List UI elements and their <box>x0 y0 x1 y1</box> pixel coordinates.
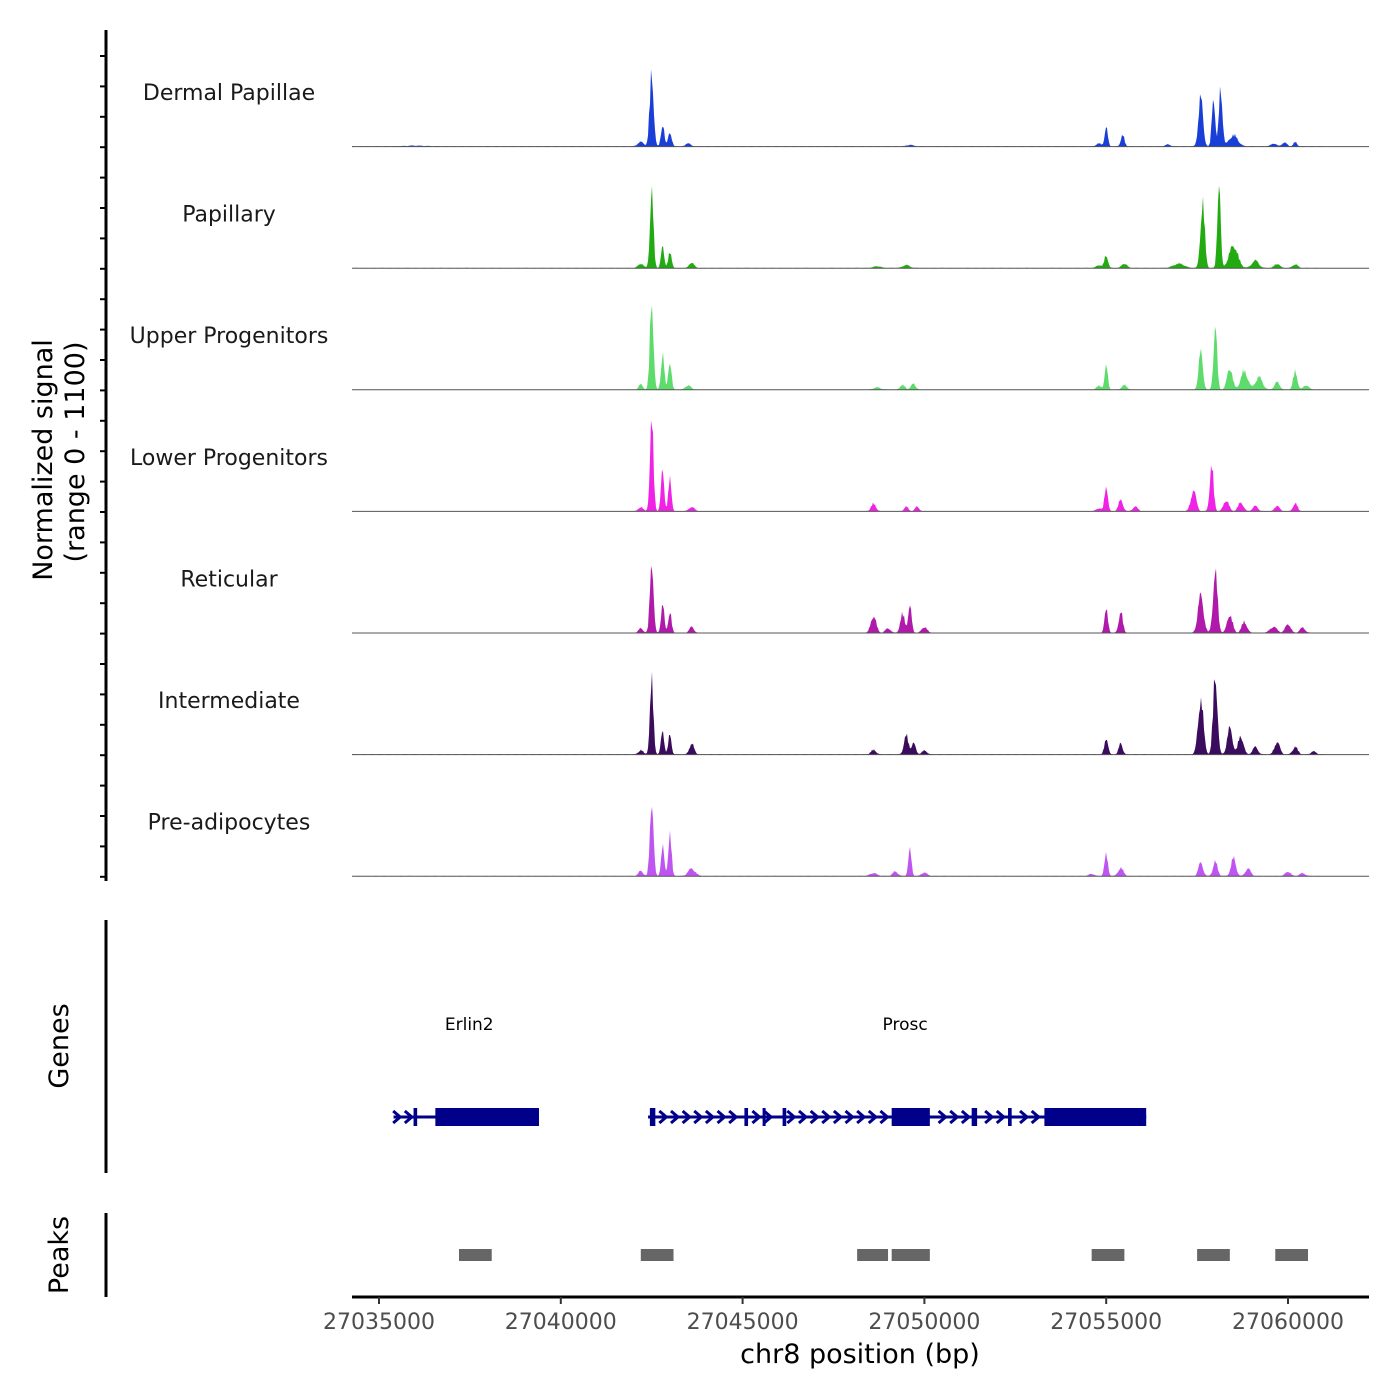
signal-y-axis <box>100 30 108 881</box>
strand-arrow-icon <box>751 1109 762 1125</box>
track-label: Intermediate <box>158 689 300 714</box>
strand-arrow-icon <box>693 1109 704 1125</box>
gene-exon <box>649 1108 656 1126</box>
peaks-panel <box>104 1213 1308 1297</box>
signal-area <box>352 185 1325 269</box>
strand-arrow-icon <box>704 1109 716 1125</box>
strand-arrow-icon <box>856 1109 867 1125</box>
x-tick-label: 27035000 <box>323 1310 435 1335</box>
track-pre-adipocytes: Pre-adipocytes <box>148 806 1369 877</box>
gene-exon <box>413 1108 418 1126</box>
track-intermediate: Intermediate <box>158 671 1369 756</box>
x-tick-label: 27040000 <box>505 1310 617 1335</box>
strand-arrow-icon <box>1019 1109 1030 1125</box>
peak-region <box>1275 1249 1308 1261</box>
strand-arrow-icon <box>681 1109 692 1125</box>
strand-arrow-icon <box>797 1109 809 1125</box>
gene-exon <box>1008 1108 1012 1126</box>
signal-area <box>352 305 1325 390</box>
track-papillary: Papillary <box>182 185 1369 269</box>
gene-exon <box>435 1108 539 1126</box>
gene-label: Erlin2 <box>445 1015 494 1035</box>
y-axis-title-line2: (range 0 - 1100) <box>60 342 91 563</box>
strand-arrow-icon <box>960 1109 972 1125</box>
x-tick-label: 27045000 <box>687 1310 799 1335</box>
peak-region <box>891 1249 930 1261</box>
gene-exon <box>971 1108 978 1126</box>
signal-area <box>352 69 1325 147</box>
strand-arrow-icon <box>879 1109 890 1125</box>
gene-erlin2: Erlin2 <box>392 1015 539 1126</box>
strand-arrow-icon <box>658 1109 669 1125</box>
gene-exon <box>782 1108 787 1126</box>
gene-exon <box>744 1108 749 1126</box>
strand-arrow-icon <box>728 1109 739 1125</box>
strand-arrow-icon <box>832 1109 844 1125</box>
x-tick-label: 27050000 <box>868 1310 980 1335</box>
track-label: Lower Progenitors <box>130 446 328 471</box>
track-dermal-papillae: Dermal Papillae <box>143 69 1369 148</box>
strand-arrow-icon <box>403 1109 415 1125</box>
strand-arrow-icon <box>786 1109 797 1125</box>
strand-arrow-icon <box>821 1109 832 1125</box>
gene-label: Prosc <box>883 1015 928 1035</box>
track-lower-progenitors: Lower Progenitors <box>130 420 1369 512</box>
strand-arrow-icon <box>1030 1109 1041 1125</box>
track-label: Reticular <box>180 567 278 592</box>
peak-region <box>1091 1249 1125 1261</box>
strand-arrow-icon <box>392 1109 403 1125</box>
strand-arrow-icon <box>716 1109 727 1125</box>
strand-arrow-icon <box>937 1109 948 1125</box>
gene-exon <box>1044 1108 1147 1126</box>
strand-arrow-icon <box>984 1109 995 1125</box>
track-label: Papillary <box>182 203 276 228</box>
peak-region <box>857 1249 889 1261</box>
strand-arrow-icon <box>669 1109 681 1125</box>
strand-arrow-icon <box>844 1109 855 1125</box>
signal-area <box>352 671 1325 755</box>
strand-arrow-icon <box>949 1109 960 1125</box>
y-axis-title-line1: Normalized signal <box>28 339 59 581</box>
genes-panel-label: Genes <box>44 1003 75 1088</box>
peak-region <box>1197 1249 1230 1261</box>
track-upper-progenitors: Upper Progenitors <box>130 305 1369 391</box>
strand-arrow-icon <box>763 1109 774 1125</box>
gene-exon <box>891 1108 930 1126</box>
x-axis: 27035000 27040000 27045000 27050000 27055000… <box>323 1295 1369 1335</box>
peak-region <box>458 1249 492 1261</box>
strand-arrow-icon <box>867 1109 879 1125</box>
signal-area <box>352 566 1325 633</box>
peaks-panel-label: Peaks <box>44 1216 75 1294</box>
track-label: Pre-adipocytes <box>148 811 311 836</box>
track-label: Upper Progenitors <box>130 324 329 349</box>
track-reticular: Reticular <box>180 566 1369 634</box>
x-axis-title: chr8 position (bp) <box>740 1339 980 1370</box>
strand-arrow-icon <box>809 1109 820 1125</box>
peak-region <box>640 1249 674 1261</box>
signal-area <box>352 420 1325 512</box>
gene-prosc: Prosc <box>648 1015 1147 1126</box>
signal-tracks: Dermal Papillae Papillary Upper Progenitor… <box>130 69 1369 877</box>
gene-exon <box>762 1108 766 1126</box>
genes-panel: Erlin2 Prosc <box>104 920 1147 1173</box>
signal-area <box>352 806 1325 877</box>
x-tick-label: 27055000 <box>1050 1310 1162 1335</box>
track-label: Dermal Papillae <box>143 81 315 106</box>
strand-arrow-icon <box>995 1109 1007 1125</box>
x-tick-label: 27060000 <box>1232 1310 1344 1335</box>
